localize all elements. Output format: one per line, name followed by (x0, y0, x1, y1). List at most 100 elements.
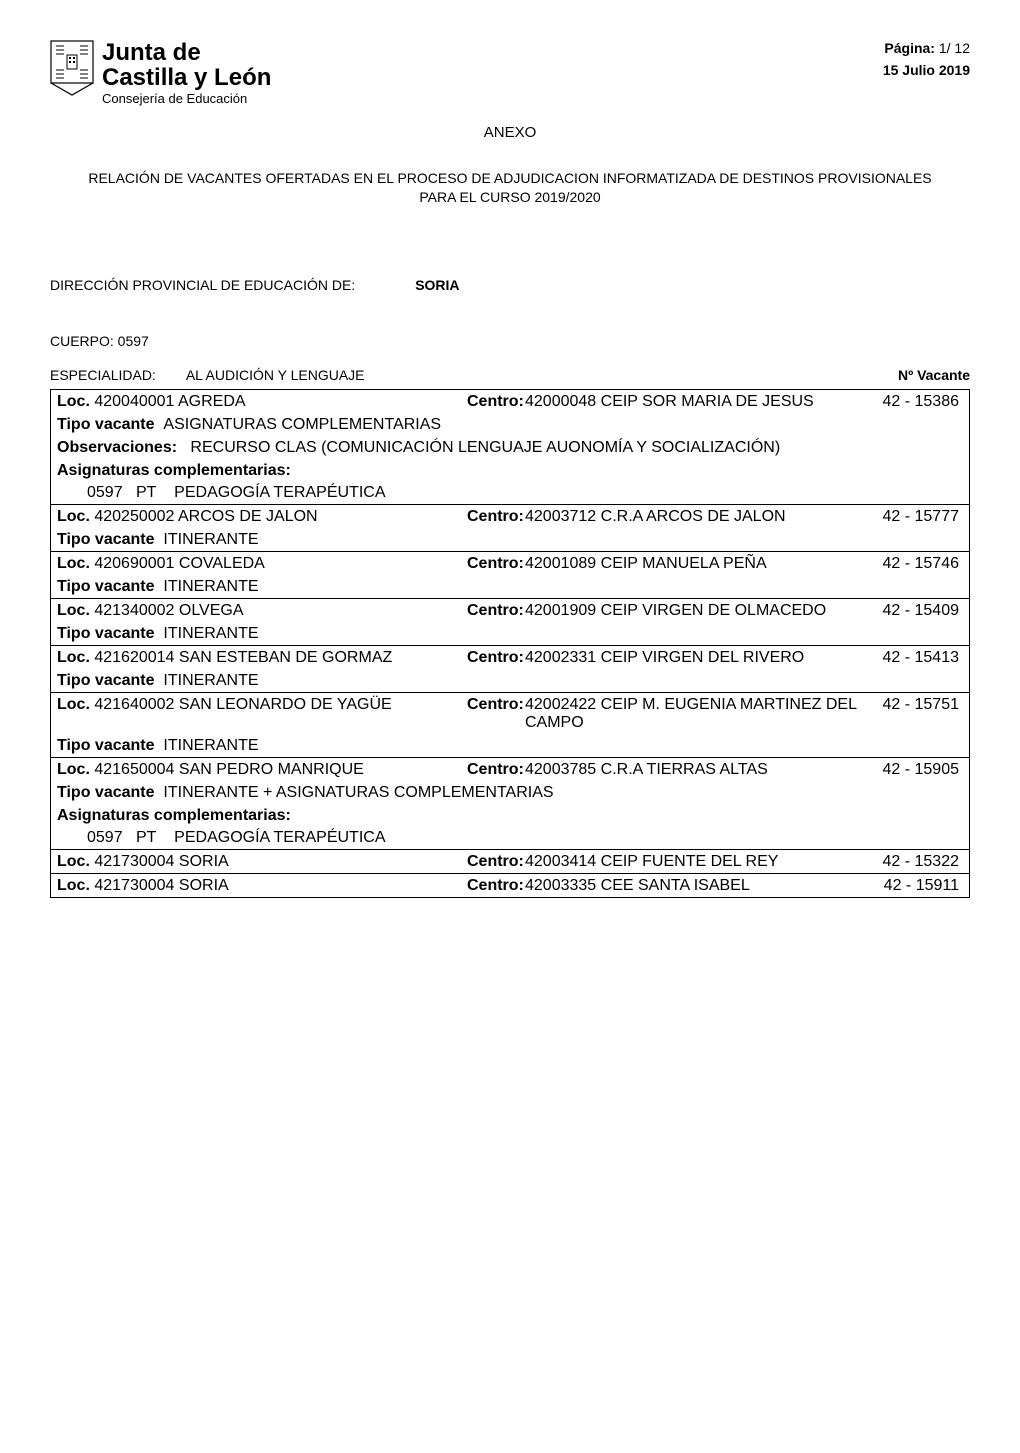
observaciones-line: Observaciones: RECURSO CLAS (COMUNICACIÓ… (51, 436, 969, 459)
tipo-vacante-value: ASIGNATURAS COMPLEMENTARIAS (163, 416, 441, 434)
loc-label: Loc. (57, 761, 90, 778)
page-label: Página: (884, 40, 935, 56)
tipo-vacante-line: Tipo vacante ITINERANTE + ASIGNATURAS CO… (51, 781, 969, 804)
loc-name: SAN ESTEBAN DE GORMAZ (179, 649, 392, 666)
record: Loc. 421730004 SORIACentro:42003335 CEE … (50, 873, 970, 898)
cuerpo: CUERPO: 0597 (50, 333, 970, 349)
loc-name: SAN LEONARDO DE YAGÜE (179, 696, 392, 713)
centro-label: Centro: (467, 696, 525, 714)
org-line1: Junta de (102, 40, 271, 65)
centro-value: 42003414 CEIP FUENTE DEL REY (525, 853, 873, 871)
loc-cell: Loc. 420690001 COVALEDA (57, 555, 467, 573)
centro-value: 42003712 C.R.A ARCOS DE JALON (525, 508, 873, 526)
vacante-value: 42 - 15905 (873, 761, 963, 779)
record: Loc. 420690001 COVALEDACentro:42001089 C… (50, 551, 970, 598)
tipo-vacante-line: Tipo vacante ITINERANTE (51, 575, 969, 598)
loc-name: AGREDA (178, 393, 246, 410)
page-date: 15 Julio 2019 (883, 62, 970, 78)
observaciones-value: RECURSO CLAS (COMUNICACIÓN LENGUAJE AUON… (190, 439, 780, 457)
page-info: Página: 1/ 12 15 Julio 2019 (883, 40, 970, 78)
record-main-line: Loc. 421620014 SAN ESTEBAN DE GORMAZCent… (51, 646, 969, 669)
loc-code: 421340002 (94, 602, 174, 619)
centro-label: Centro: (467, 853, 525, 871)
centro-label: Centro: (467, 393, 525, 411)
loc-name: SORIA (179, 877, 229, 894)
records-container: Loc. 420040001 AGREDACentro:42000048 CEI… (50, 389, 970, 898)
vacante-value: 42 - 15777 (873, 508, 963, 526)
loc-label: Loc. (57, 877, 90, 894)
record: Loc. 421650004 SAN PEDRO MANRIQUECentro:… (50, 757, 970, 849)
loc-code: 421730004 (94, 877, 174, 894)
crest-icon (50, 40, 94, 96)
record: Loc. 420040001 AGREDA Centro:42000048 CEI… (50, 389, 970, 504)
loc-label: Loc. (57, 393, 90, 410)
tipo-vacante-value: ITINERANTE (163, 625, 258, 643)
tipo-vacante-line: Tipo vacante ITINERANTE (51, 734, 969, 757)
loc-code: 420040001 (94, 393, 174, 410)
loc-name: SORIA (179, 853, 229, 870)
loc-code: 421640002 (94, 696, 174, 713)
tipo-vacante-value: ITINERANTE (163, 737, 258, 755)
loc-name: OLVEGA (179, 602, 244, 619)
loc-cell: Loc. 421730004 SORIA (57, 853, 467, 871)
especialidad-value: AL AUDICIÓN Y LENGUAJE (186, 367, 365, 383)
asignatura-line: 0597 PT PEDAGOGÍA TERAPÉUTICA (51, 482, 969, 504)
especialidad-row: ESPECIALIDAD: AL AUDICIÓN Y LENGUAJE Nº … (50, 367, 970, 383)
centro-value: 42001909 CEIP VIRGEN DE OLMACEDO (525, 602, 873, 620)
record-main-line: Loc. 421340002 OLVEGACentro:42001909 CEI… (51, 599, 969, 622)
asignatura-name: PEDAGOGÍA TERAPÉUTICA (174, 829, 385, 846)
vacante-value: 42 - 15322 (873, 853, 963, 871)
loc-label: Loc. (57, 853, 90, 870)
n-vacante-label: Nº Vacante (898, 367, 970, 383)
centro-value: 42003785 C.R.A TIERRAS ALTAS (525, 761, 873, 779)
centro-label: Centro: (467, 761, 525, 779)
loc-cell: Loc. 421650004 SAN PEDRO MANRIQUE (57, 761, 467, 779)
asignatura-code: 0597 (87, 829, 123, 846)
asignatura-line: 0597 PT PEDAGOGÍA TERAPÉUTICA (51, 827, 969, 849)
loc-label: Loc. (57, 696, 90, 713)
loc-code: 421650004 (94, 761, 174, 778)
tipo-vacante-line: Tipo vacante ITINERANTE (51, 669, 969, 692)
record: Loc. 420250002 ARCOS DE JALONCentro:4200… (50, 504, 970, 551)
org-line2: Castilla y León (102, 65, 271, 90)
tipo-vacante-line: Tipo vacante ASIGNATURAS COMPLEMENTARIAS (51, 413, 969, 436)
loc-code: 420250002 (94, 508, 174, 525)
loc-name: COVALEDA (179, 555, 265, 572)
asignatura-code: 0597 (87, 484, 123, 501)
tipo-vacante-line: Tipo vacante ITINERANTE (51, 528, 969, 551)
record: Loc. 421730004 SORIACentro:42003414 CEIP… (50, 849, 970, 873)
record-main-line: Loc. 420690001 COVALEDACentro:42001089 C… (51, 552, 969, 575)
loc-cell: Loc. 421340002 OLVEGA (57, 602, 467, 620)
centro-value: 42001089 CEIP MANUELA PEÑA (525, 555, 873, 573)
tipo-vacante-label: Tipo vacante (57, 578, 155, 596)
centro-value: 42003335 CEE SANTA ISABEL (525, 877, 873, 895)
vacante-value: 42 - 15746 (873, 555, 963, 573)
relacion-title: RELACIÓN DE VACANTES OFERTADAS EN EL PRO… (50, 169, 970, 207)
page-value: 1/ 12 (939, 40, 970, 56)
observaciones-label: Observaciones: (57, 439, 177, 457)
tipo-vacante-value: ITINERANTE (163, 672, 258, 690)
logo-text: Junta de Castilla y León Consejería de E… (102, 40, 271, 106)
record-main-line: Loc. 421640002 SAN LEONARDO DE YAGÜE Cent… (51, 693, 969, 734)
especialidad-label: ESPECIALIDAD: (50, 367, 156, 383)
centro-value: 42000048 CEIP SOR MARIA DE JESUS (525, 393, 873, 411)
record-main-line: Loc. 420250002 ARCOS DE JALONCentro:4200… (51, 505, 969, 528)
loc-cell: Loc. 421730004 SORIA (57, 877, 467, 895)
centro-label: Centro: (467, 877, 525, 895)
asignaturas-header: Asignaturas complementarias: (51, 459, 969, 482)
record: Loc. 421340002 OLVEGACentro:42001909 CEI… (50, 598, 970, 645)
centro-label: Centro: (467, 602, 525, 620)
record-main-line: Loc. 421650004 SAN PEDRO MANRIQUECentro:… (51, 758, 969, 781)
loc-name: SAN PEDRO MANRIQUE (179, 761, 364, 778)
asignaturas-header: Asignaturas complementarias: (51, 804, 969, 827)
tipo-vacante-label: Tipo vacante (57, 672, 155, 690)
record-main-line: Loc. 420040001 AGREDA Centro:42000048 CEI… (51, 390, 969, 413)
vacante-value: 42 - 15386 (873, 393, 963, 411)
tipo-vacante-label: Tipo vacante (57, 737, 155, 755)
tipo-vacante-line: Tipo vacante ITINERANTE (51, 622, 969, 645)
loc-cell: Loc. 420250002 ARCOS DE JALON (57, 508, 467, 526)
centro-label: Centro: (467, 555, 525, 573)
vacante-value: 42 - 15911 (873, 877, 963, 895)
anexo-title: ANEXO (50, 124, 970, 141)
centro-value: 42002422 CEIP M. EUGENIA MARTINEZ DEL CA… (525, 696, 873, 732)
